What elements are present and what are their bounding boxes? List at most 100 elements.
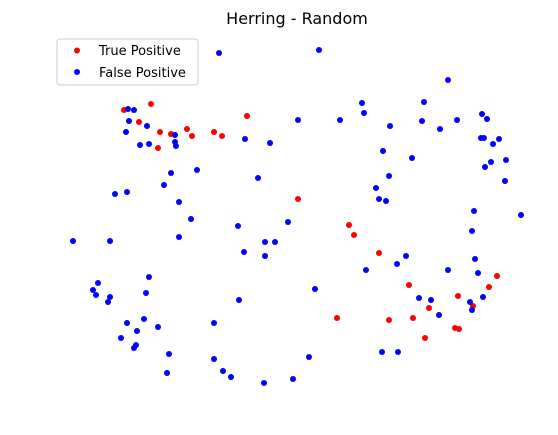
point-true-positive xyxy=(346,222,352,228)
point-false-positive xyxy=(481,135,487,141)
legend-frame xyxy=(56,38,199,86)
point-true-positive xyxy=(486,284,492,290)
point-false-positive xyxy=(285,219,291,225)
point-false-positive xyxy=(469,307,475,313)
point-false-positive xyxy=(479,111,485,117)
point-false-positive xyxy=(236,297,242,303)
point-false-positive xyxy=(361,110,367,116)
point-false-positive xyxy=(241,249,247,255)
point-false-positive xyxy=(306,354,312,360)
point-false-positive xyxy=(295,117,301,123)
point-false-positive xyxy=(502,178,508,184)
point-false-positive xyxy=(503,157,509,163)
point-false-positive xyxy=(394,261,400,267)
point-false-positive xyxy=(373,185,379,191)
point-true-positive xyxy=(455,293,461,299)
point-false-positive xyxy=(376,196,382,202)
point-false-positive xyxy=(216,50,222,56)
point-false-positive xyxy=(454,117,460,123)
point-true-positive xyxy=(351,232,357,238)
point-true-positive xyxy=(334,315,340,321)
point-false-positive xyxy=(484,116,490,122)
legend-label-true-positive: True Positive xyxy=(98,44,181,59)
point-true-positive xyxy=(136,119,142,125)
point-false-positive xyxy=(124,189,130,195)
point-false-positive xyxy=(131,107,137,113)
point-false-positive xyxy=(166,351,172,357)
point-false-positive xyxy=(211,320,217,326)
legend-label-false-positive: False Positive xyxy=(99,66,186,81)
point-true-positive xyxy=(422,335,428,341)
point-true-positive xyxy=(386,317,392,323)
point-false-positive xyxy=(155,324,161,330)
point-false-positive xyxy=(112,191,118,197)
point-false-positive xyxy=(437,126,443,132)
point-false-positive xyxy=(409,155,415,161)
point-false-positive xyxy=(261,380,267,386)
point-false-positive xyxy=(161,182,167,188)
point-false-positive xyxy=(124,320,130,326)
point-true-positive xyxy=(295,196,301,202)
point-false-positive xyxy=(107,294,113,300)
point-false-positive xyxy=(383,198,389,204)
point-false-positive xyxy=(475,270,481,276)
point-false-positive xyxy=(445,77,451,83)
point-true-positive xyxy=(494,273,500,279)
point-true-positive xyxy=(410,315,416,321)
point-false-positive xyxy=(107,238,113,244)
point-false-positive xyxy=(290,376,296,382)
point-false-positive xyxy=(419,118,425,124)
point-true-positive xyxy=(148,101,154,107)
chart-title: Herring - Random xyxy=(226,9,368,28)
point-false-positive xyxy=(95,280,101,286)
point-false-positive xyxy=(105,299,111,305)
point-true-positive xyxy=(184,126,190,132)
point-false-positive xyxy=(488,159,494,165)
point-false-positive xyxy=(387,123,393,129)
point-false-positive xyxy=(173,143,179,149)
point-true-positive xyxy=(157,129,163,135)
point-false-positive xyxy=(262,239,268,245)
legend-marker-true-positive xyxy=(74,47,80,54)
point-false-positive xyxy=(255,175,261,181)
legend: True Positive False Positive xyxy=(56,38,199,86)
point-false-positive xyxy=(482,164,488,170)
point-false-positive xyxy=(235,223,241,229)
point-false-positive xyxy=(395,349,401,355)
point-false-positive xyxy=(416,295,422,301)
point-true-positive xyxy=(456,326,462,332)
point-false-positive xyxy=(168,170,174,176)
point-false-positive xyxy=(211,356,217,362)
point-false-positive xyxy=(421,99,427,105)
point-false-positive xyxy=(70,238,76,244)
point-false-positive xyxy=(469,228,475,234)
point-false-positive xyxy=(146,141,152,147)
point-false-positive xyxy=(337,117,343,123)
point-true-positive xyxy=(219,133,225,139)
point-false-positive xyxy=(496,136,502,142)
point-false-positive xyxy=(471,208,477,214)
point-false-positive xyxy=(134,328,140,334)
point-true-positive xyxy=(189,133,195,139)
point-false-positive xyxy=(490,141,496,147)
point-true-positive xyxy=(406,282,412,288)
point-false-positive xyxy=(188,216,194,222)
point-false-positive xyxy=(131,345,137,351)
point-true-positive xyxy=(211,129,217,135)
point-false-positive xyxy=(164,370,170,376)
point-false-positive xyxy=(172,132,178,138)
point-false-positive xyxy=(118,335,124,341)
point-false-positive xyxy=(228,374,234,380)
points-layer xyxy=(70,47,524,386)
point-false-positive xyxy=(176,199,182,205)
point-true-positive xyxy=(376,250,382,256)
point-false-positive xyxy=(242,136,248,142)
point-false-positive xyxy=(363,267,369,273)
point-false-positive xyxy=(123,129,129,135)
point-false-positive xyxy=(143,290,149,296)
point-true-positive xyxy=(426,305,432,311)
point-false-positive xyxy=(480,294,486,300)
point-false-positive xyxy=(267,140,273,146)
point-false-positive xyxy=(380,148,386,154)
